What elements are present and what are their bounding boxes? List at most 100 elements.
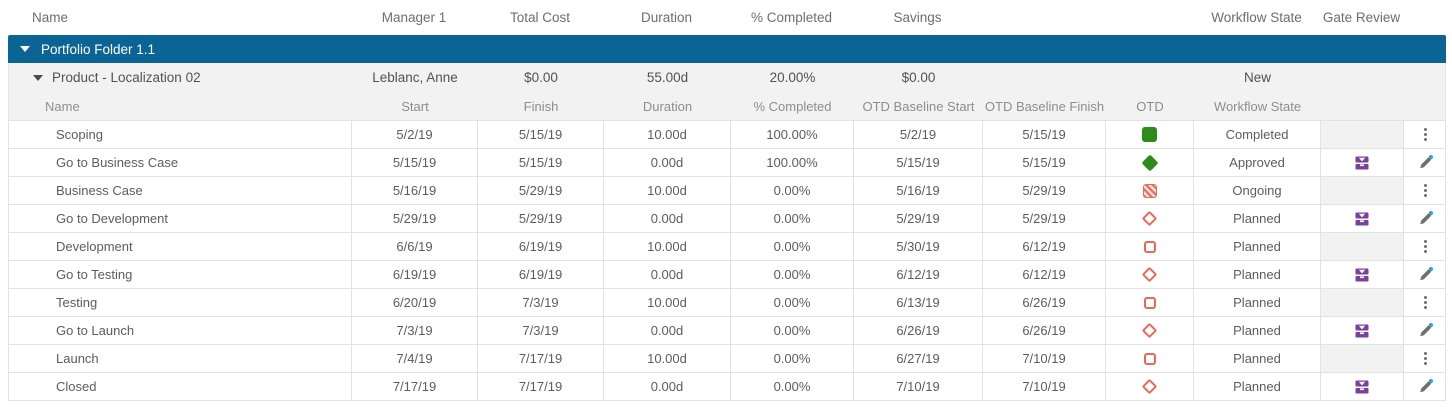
cell-actions[interactable] <box>1404 261 1447 288</box>
cell-gate-review[interactable] <box>1321 205 1404 232</box>
gate-review-icon <box>1355 324 1369 337</box>
cell-otd <box>1106 205 1194 232</box>
edit-icon[interactable] <box>1417 210 1434 227</box>
row-menu-icon[interactable] <box>1421 293 1430 312</box>
otd-status-icon <box>1143 296 1156 309</box>
edit-icon[interactable] <box>1417 266 1434 283</box>
subheader-otd[interactable]: OTD <box>1136 98 1164 114</box>
cell-gate-review[interactable] <box>1321 373 1404 400</box>
cell-gate-review[interactable] <box>1321 121 1404 148</box>
cell-finish: 7/17/19 <box>478 373 604 400</box>
cell-workflow-state: Planned <box>1194 345 1321 372</box>
column-header-savings[interactable]: Savings <box>893 9 942 25</box>
row-menu-icon[interactable] <box>1421 349 1430 368</box>
cell-otd-baseline-start: 5/29/19 <box>854 205 983 232</box>
edit-icon[interactable] <box>1417 378 1434 395</box>
cell-actions[interactable] <box>1404 121 1447 148</box>
collapse-arrow-icon[interactable] <box>20 46 30 52</box>
subheader-otd-baseline-start[interactable]: OTD Baseline Start <box>862 98 975 114</box>
table-row[interactable]: Go to Business Case 5/15/19 5/15/19 0.00… <box>9 149 1445 177</box>
cell-start: 5/15/19 <box>352 149 478 176</box>
otd-status-icon <box>1141 210 1158 227</box>
row-menu-icon[interactable] <box>1421 237 1430 256</box>
subheader-otd-baseline-finish[interactable]: OTD Baseline Finish <box>984 98 1105 114</box>
product-collapse-arrow-icon[interactable] <box>33 74 43 81</box>
cell-duration: 0.00d <box>604 149 731 176</box>
cell-actions[interactable] <box>1404 373 1447 400</box>
cell-gate-review[interactable] <box>1321 149 1404 176</box>
table-row[interactable]: Go to Launch 7/3/19 7/3/19 0.00d 0.00% 6… <box>9 317 1445 345</box>
cell-gate-review[interactable] <box>1321 289 1404 316</box>
cell-otd-baseline-start: 5/15/19 <box>854 149 983 176</box>
cell-pct-completed: 0.00% <box>731 233 854 260</box>
cell-start: 6/19/19 <box>352 261 478 288</box>
cell-actions[interactable] <box>1404 317 1447 344</box>
subheader-start[interactable]: Start <box>401 98 429 114</box>
product-summary-row[interactable]: Product - Localization 02 Leblanc, Anne … <box>9 63 1445 92</box>
subheader-duration[interactable]: Duration <box>642 98 693 114</box>
table-row[interactable]: Go to Development 5/29/19 5/29/19 0.00d … <box>9 205 1445 233</box>
cell-gate-review[interactable] <box>1321 177 1404 204</box>
subheader-finish[interactable]: Finish <box>523 98 559 114</box>
cell-duration: 10.00d <box>604 233 731 260</box>
cell-actions[interactable] <box>1404 233 1447 260</box>
cell-gate-review[interactable] <box>1321 261 1404 288</box>
cell-gate-review[interactable] <box>1321 233 1404 260</box>
table-row[interactable]: Launch 7/4/19 7/17/19 10.00d 0.00% 6/27/… <box>9 345 1445 373</box>
edit-icon[interactable] <box>1417 154 1434 171</box>
cell-otd-baseline-start: 5/16/19 <box>854 177 983 204</box>
gate-review-icon <box>1355 380 1369 393</box>
portfolio-group-bar[interactable]: Portfolio Folder 1.1 <box>8 35 1446 63</box>
product-name: Product - Localization 02 <box>52 70 201 85</box>
subheader-workflow-state[interactable]: Workflow State <box>1213 98 1302 114</box>
edit-icon[interactable] <box>1417 322 1434 339</box>
row-menu-icon[interactable] <box>1421 125 1430 144</box>
column-header-gate-review[interactable]: Gate Review <box>1322 9 1401 25</box>
cell-otd <box>1106 261 1194 288</box>
subheader-name[interactable]: Name <box>45 98 80 114</box>
cell-workflow-state: Planned <box>1194 289 1321 316</box>
cell-finish: 7/3/19 <box>478 317 604 344</box>
table-row[interactable]: Development 6/6/19 6/19/19 10.00d 0.00% … <box>9 233 1445 261</box>
cell-finish: 6/19/19 <box>478 261 604 288</box>
product-manager: Leblanc, Anne <box>372 70 458 85</box>
column-header-duration[interactable]: Duration <box>640 9 693 25</box>
row-menu-icon[interactable] <box>1421 181 1430 200</box>
cell-otd-baseline-finish: 6/12/19 <box>983 233 1106 260</box>
column-header-manager[interactable]: Manager 1 <box>381 9 447 25</box>
product-duration: 55.00d <box>646 70 689 85</box>
cell-otd <box>1106 317 1194 344</box>
cell-actions[interactable] <box>1404 177 1447 204</box>
cell-otd-baseline-finish: 5/15/19 <box>983 121 1106 148</box>
cell-gate-review[interactable] <box>1321 345 1404 372</box>
cell-finish: 5/15/19 <box>478 149 604 176</box>
cell-name: Closed <box>9 373 352 400</box>
table-row[interactable]: Go to Testing 6/19/19 6/19/19 0.00d 0.00… <box>9 261 1445 289</box>
column-header-workflow-state[interactable]: Workflow State <box>1211 9 1302 25</box>
table-row[interactable]: Scoping 5/2/19 5/15/19 10.00d 100.00% 5/… <box>9 121 1445 149</box>
cell-actions[interactable] <box>1404 205 1447 232</box>
cell-finish: 5/15/19 <box>478 121 604 148</box>
column-header-name[interactable]: Name <box>32 9 69 25</box>
cell-finish: 7/3/19 <box>478 289 604 316</box>
cell-actions[interactable] <box>1404 289 1447 316</box>
cell-start: 5/2/19 <box>352 121 478 148</box>
table-row[interactable]: Closed 7/17/19 7/17/19 0.00d 0.00% 7/10/… <box>9 373 1445 401</box>
cell-name: Development <box>9 233 352 260</box>
table-row[interactable]: Business Case 5/16/19 5/29/19 10.00d 0.0… <box>9 177 1445 205</box>
cell-otd-baseline-start: 6/26/19 <box>854 317 983 344</box>
cell-workflow-state: Planned <box>1194 205 1321 232</box>
cell-actions[interactable] <box>1404 345 1447 372</box>
cell-otd-baseline-finish: 5/29/19 <box>983 205 1106 232</box>
cell-gate-review[interactable] <box>1321 317 1404 344</box>
product-savings: $0.00 <box>901 70 936 85</box>
column-header-pct-completed[interactable]: % Completed <box>750 9 833 25</box>
otd-status-icon <box>1141 378 1158 395</box>
otd-status-icon <box>1143 352 1156 365</box>
column-header-total-cost[interactable]: Total Cost <box>509 9 571 25</box>
table-row[interactable]: Testing 6/20/19 7/3/19 10.00d 0.00% 6/13… <box>9 289 1445 317</box>
cell-duration: 0.00d <box>604 317 731 344</box>
subheader-pct-completed[interactable]: % Completed <box>753 98 832 114</box>
cell-finish: 5/29/19 <box>478 205 604 232</box>
cell-actions[interactable] <box>1404 149 1447 176</box>
